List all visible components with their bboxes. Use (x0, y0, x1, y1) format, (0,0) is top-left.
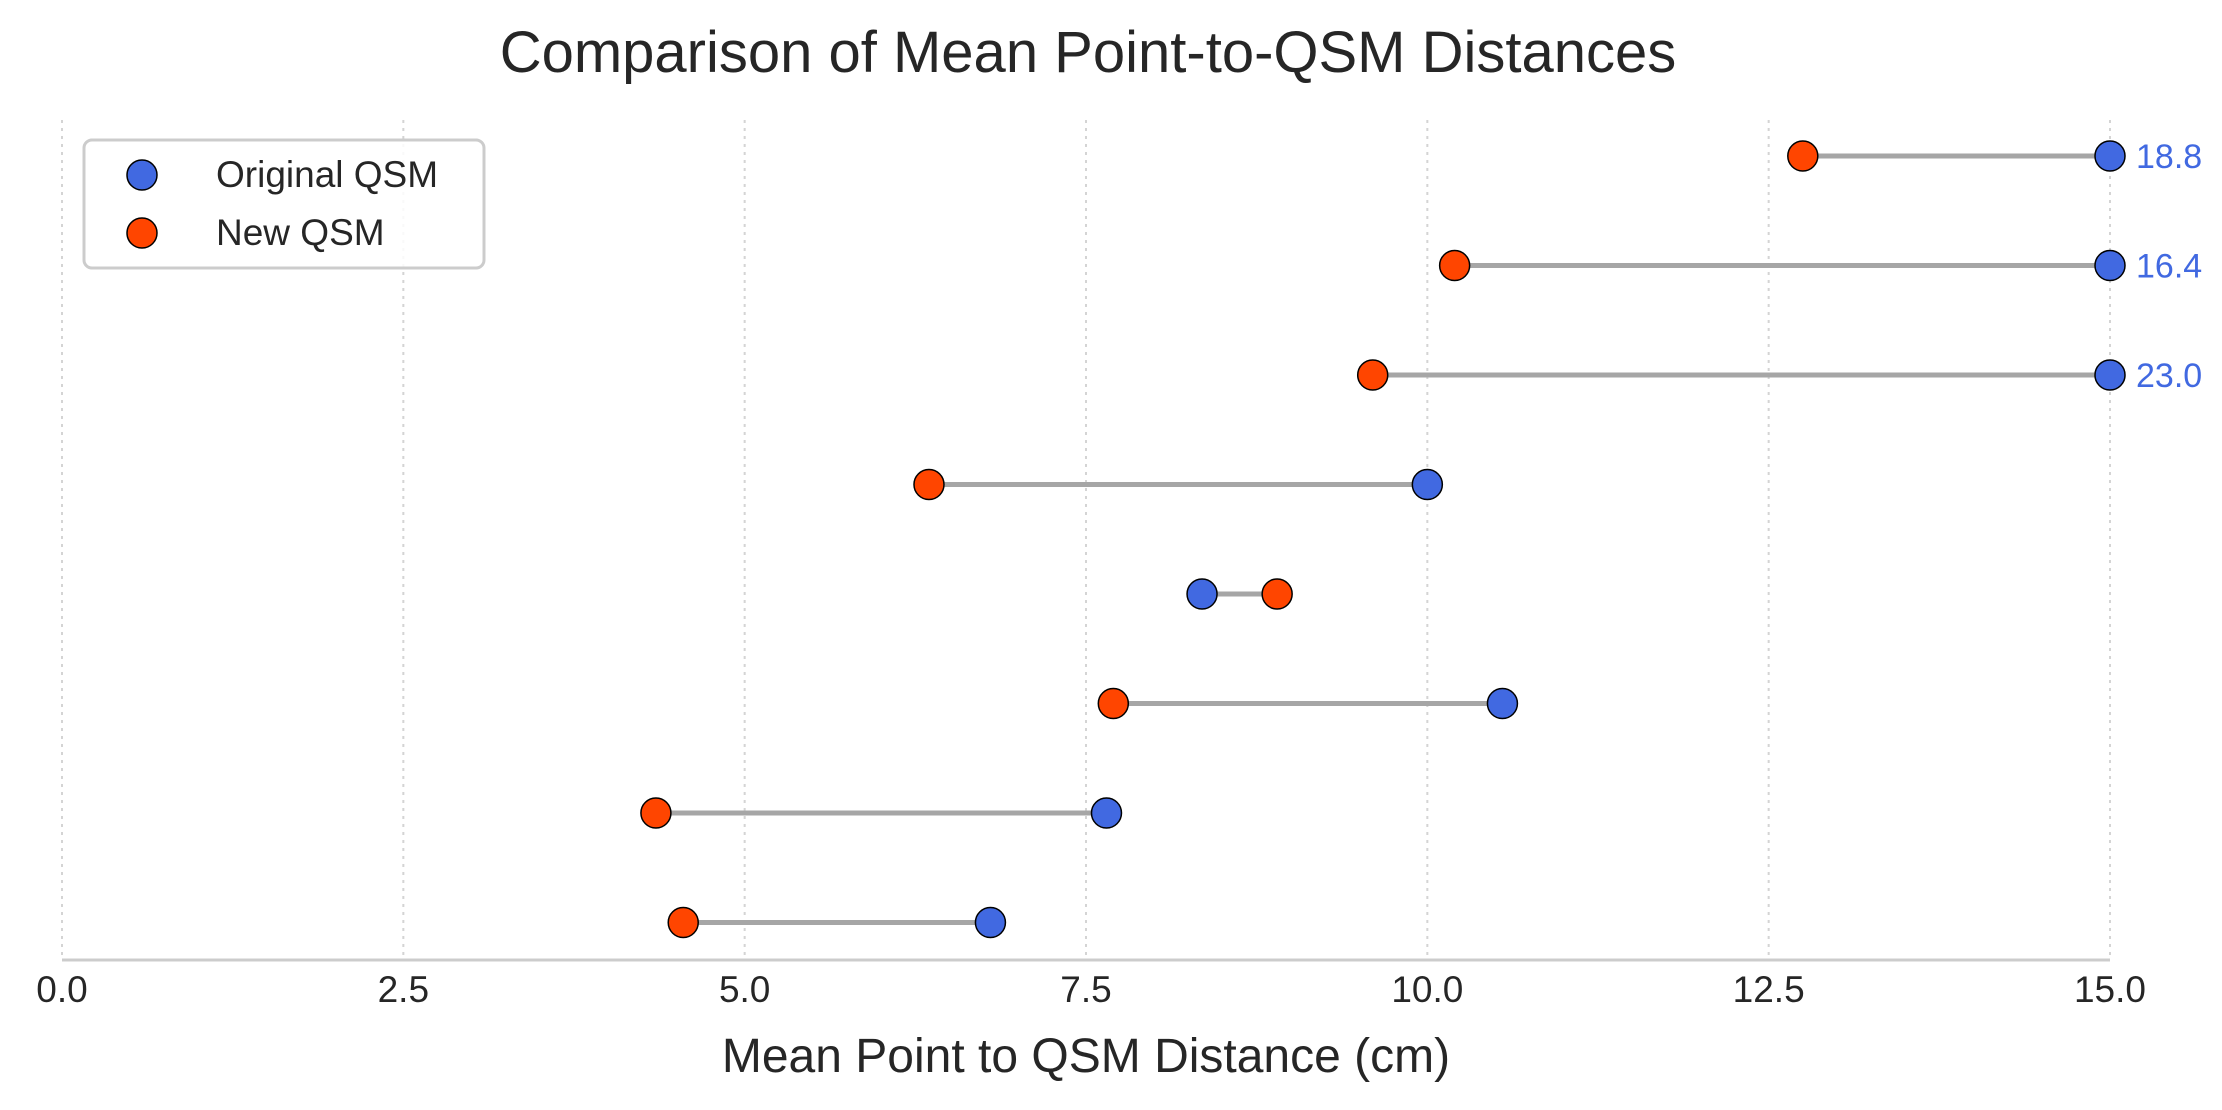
chart-title: Comparison of Mean Point-to-QSM Distance… (500, 20, 1677, 85)
x-axis-label: Mean Point to QSM Distance (cm) (722, 1030, 1450, 1083)
clipped-value-label: 16.4 (2136, 248, 2202, 286)
original-qsm-point (2094, 140, 2126, 172)
original-qsm-point (2094, 359, 2126, 391)
new-qsm-point (667, 906, 699, 939)
legend-box (82, 138, 486, 270)
legend-label-new-qsm: New QSM (216, 212, 385, 253)
original-qsm-point (1186, 578, 1218, 610)
x-tick-label: 7.5 (1060, 969, 1111, 1010)
legend-marker-new-qsm (126, 217, 158, 249)
x-axis-ticks: 0.0 2.5 5.0 7.5 10.0 12.5 15.0 (36, 969, 2146, 1010)
new-qsm-point (1097, 687, 1130, 720)
clipped-value-label: 23.0 (2136, 357, 2202, 395)
original-qsm-point (1411, 468, 1444, 501)
legend-marker-original-qsm (126, 159, 158, 191)
x-tick-label: 15.0 (2074, 969, 2146, 1010)
new-qsm-point (1438, 249, 1471, 282)
new-qsm-point (1356, 359, 1389, 391)
legend: Original QSM New QSM (82, 138, 486, 270)
original-qsm-point (2094, 249, 2126, 282)
x-tick-label: 5.0 (719, 969, 770, 1010)
original-qsm-point (974, 906, 1007, 939)
x-tick-label: 10.0 (1391, 969, 1463, 1010)
connector-lines (655, 153, 2110, 925)
x-tick-label: 0.0 (36, 969, 87, 1010)
original-qsm-point (1486, 687, 1519, 720)
new-qsm-point (1787, 140, 1819, 172)
legend-label-original-qsm: Original QSM (216, 154, 438, 195)
new-qsm-point (1261, 578, 1293, 610)
original-qsm-point (1090, 797, 1123, 829)
new-qsm-point (913, 468, 945, 501)
clipped-value-label: 18.8 (2136, 138, 2202, 176)
value-annotations: 18.8 16.4 23.0 (2136, 138, 2202, 395)
x-tick-label: 2.5 (378, 969, 429, 1010)
x-tick-label: 12.5 (1733, 969, 1805, 1010)
x-gridlines (61, 120, 2111, 958)
data-points (640, 140, 2126, 939)
new-qsm-point (640, 797, 672, 829)
